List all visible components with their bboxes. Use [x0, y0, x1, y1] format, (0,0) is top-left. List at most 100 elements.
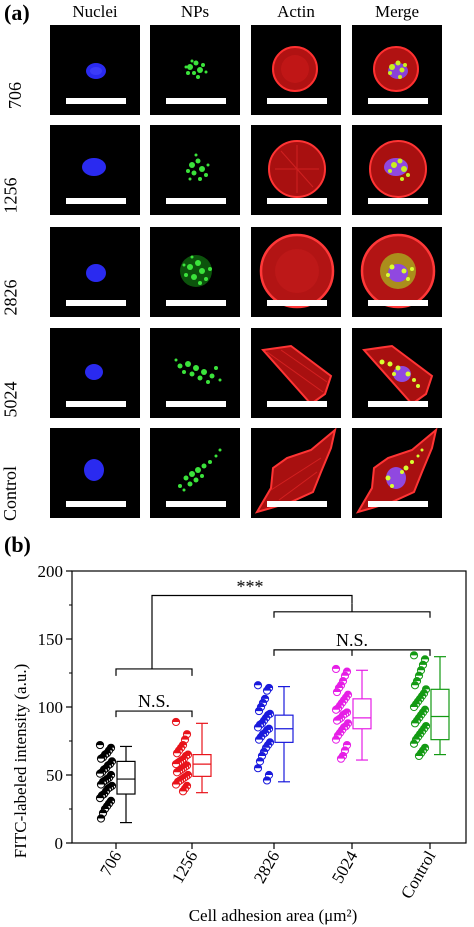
- micrograph-control-actin: [251, 428, 341, 518]
- point-fill: [255, 736, 263, 740]
- box-body: [116, 760, 136, 795]
- point-fill: [333, 717, 341, 721]
- points-5024: [331, 664, 353, 763]
- micrograph-5024-nuclei: [50, 328, 140, 418]
- significance-annotations: *** N.S. N.S.: [115, 576, 431, 718]
- point-fill: [257, 703, 265, 707]
- data-point: [253, 681, 263, 690]
- point-fill: [262, 744, 270, 748]
- point-fill: [255, 707, 263, 712]
- y-tick-label: 200: [38, 562, 64, 581]
- data-point: [95, 740, 105, 750]
- box-plot-1256: [192, 722, 212, 794]
- micrograph-2826-nps: [150, 227, 240, 317]
- data-point: [95, 794, 105, 803]
- point-fill: [97, 814, 105, 819]
- scale-bar: [166, 401, 226, 407]
- row-label-control: Control: [0, 465, 21, 522]
- scale-bar: [166, 198, 226, 204]
- point-fill: [265, 771, 273, 775]
- point-fill: [343, 668, 351, 672]
- scale-bar: [66, 501, 126, 507]
- point-fill: [263, 776, 271, 781]
- data-point: [410, 719, 420, 728]
- data-point: [256, 702, 266, 712]
- point-fill: [96, 770, 104, 774]
- point-fill: [181, 736, 189, 740]
- x-tick-label: 1256: [168, 848, 201, 887]
- x-tick-label: 706: [96, 848, 125, 880]
- box-body: [352, 698, 372, 730]
- point-fill: [97, 780, 105, 785]
- box-plot-2826: [274, 686, 294, 783]
- scale-bar: [368, 98, 428, 104]
- micrograph-706-actin: [251, 25, 341, 115]
- panel-b-label: (b): [4, 532, 31, 557]
- scale-bar: [66, 401, 126, 407]
- micrograph-1256-merge: [352, 125, 442, 215]
- data-point: [254, 735, 264, 744]
- point-fill: [183, 730, 191, 735]
- scale-bar: [66, 98, 126, 104]
- data-point: [410, 681, 420, 690]
- significance-label-ns-right: N.S.: [336, 630, 368, 650]
- point-fill: [332, 665, 340, 669]
- micrograph-1256-nuclei: [50, 125, 140, 215]
- data-point: [96, 814, 106, 823]
- data-point: [336, 754, 346, 763]
- data-point: [331, 664, 341, 674]
- point-fill: [410, 703, 418, 707]
- point-fill: [333, 688, 341, 693]
- point-fill: [263, 687, 271, 691]
- significance-label-ns-left: N.S.: [138, 691, 170, 711]
- data-point: [254, 706, 264, 716]
- data-point: [262, 686, 272, 695]
- data-point: [172, 768, 182, 777]
- point-fill: [341, 746, 349, 751]
- data-point: [409, 739, 419, 748]
- point-fill: [99, 809, 107, 814]
- x-tick-label: 2826: [250, 848, 283, 887]
- point-fill: [339, 677, 347, 682]
- point-fill: [417, 666, 425, 671]
- point-fill: [422, 685, 430, 690]
- micrograph-control-nuclei: [50, 428, 140, 518]
- data-point: [255, 757, 265, 766]
- box-plot-706: [116, 745, 136, 824]
- point-fill: [260, 748, 268, 752]
- row-label-2826: 2826: [0, 279, 21, 316]
- micrograph-5024-merge: [352, 328, 442, 418]
- scale-bar: [166, 98, 226, 104]
- x-axis-label: Cell adhesion area (μm²): [189, 906, 358, 925]
- micrograph-706-nps: [150, 25, 240, 115]
- points-layer: [95, 651, 431, 823]
- scale-bar: [166, 300, 226, 306]
- box-body: [430, 688, 450, 741]
- box-body: [192, 754, 212, 777]
- data-point: [331, 705, 341, 714]
- data-point: [331, 735, 341, 744]
- point-fill: [259, 699, 267, 703]
- micrograph-1256-nps: [150, 125, 240, 215]
- data-point: [171, 760, 181, 769]
- data-point: [172, 749, 182, 758]
- y-tick-label: 50: [46, 766, 63, 785]
- point-fill: [179, 787, 187, 792]
- point-fill: [410, 651, 418, 656]
- scale-bar: [166, 501, 226, 507]
- data-point: [409, 651, 419, 660]
- point-fill: [337, 755, 345, 759]
- micrograph-control-merge: [352, 428, 442, 518]
- data-point: [332, 716, 342, 725]
- point-fill: [261, 695, 269, 699]
- micrograph-5024-nps: [150, 328, 240, 418]
- scale-bar: [368, 198, 428, 204]
- micrograph-706-nuclei: [50, 25, 140, 115]
- data-point: [178, 787, 188, 796]
- data-point: [409, 702, 419, 712]
- data-point: [253, 764, 263, 773]
- micrograph-2826-nuclei: [50, 227, 140, 317]
- micrograph-5024-actin: [251, 328, 341, 418]
- point-fill: [335, 684, 343, 688]
- x-tick-label: 5024: [328, 847, 362, 886]
